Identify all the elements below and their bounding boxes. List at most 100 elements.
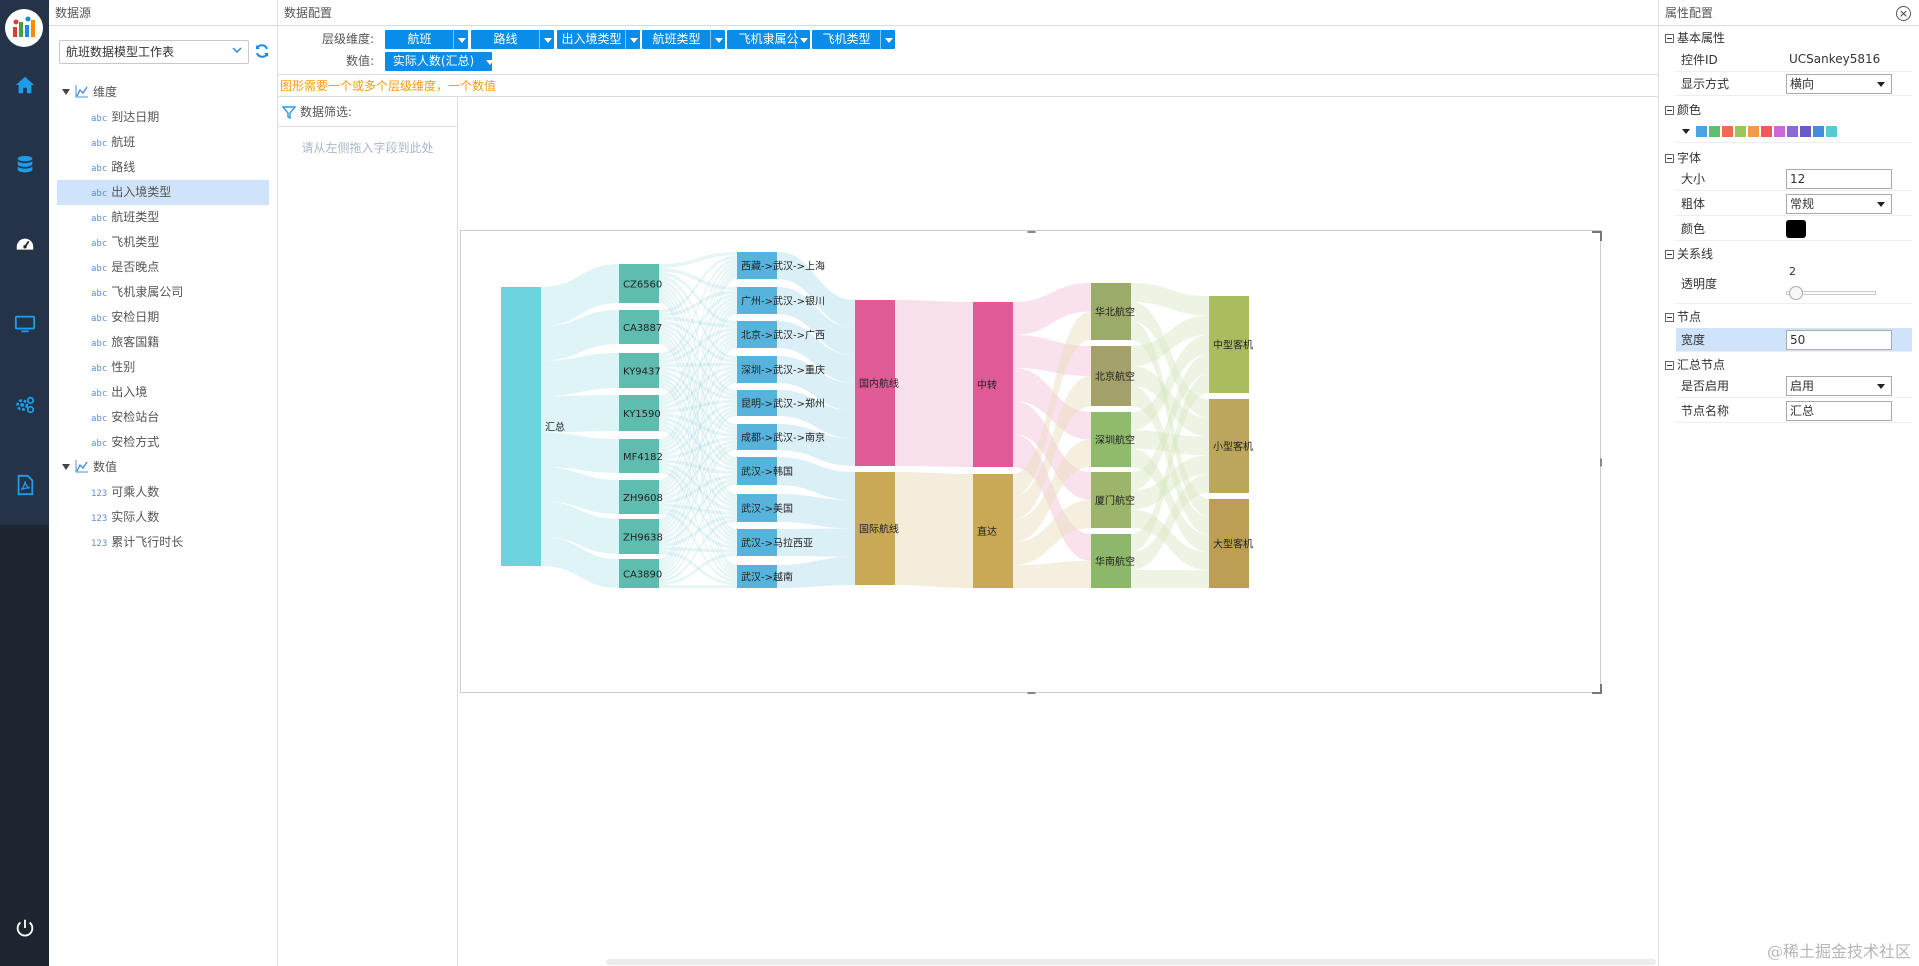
sankey-link[interactable] xyxy=(659,474,737,504)
sankey-link[interactable] xyxy=(1131,321,1209,517)
dim-chip[interactable]: 飞机隶属公司 xyxy=(727,30,810,65)
sankey-link[interactable] xyxy=(659,291,737,498)
sankey-link[interactable] xyxy=(659,369,737,453)
dim-chip[interactable]: 路线 xyxy=(471,30,554,49)
sankey-link[interactable] xyxy=(659,262,737,399)
tree-field[interactable]: abc 飞机类型 xyxy=(57,230,269,255)
sankey-node[interactable] xyxy=(619,353,659,388)
resize-handle[interactable] xyxy=(1600,458,1602,467)
tree-field[interactable]: abc 安检日期 xyxy=(57,305,269,330)
sankey-link[interactable] xyxy=(659,267,737,291)
sankey-link[interactable] xyxy=(659,303,737,487)
dim-chip[interactable]: 航班类型 xyxy=(642,30,725,49)
sankey-link[interactable] xyxy=(659,409,737,537)
filter-drop-hint[interactable]: 请从左侧拖入字段到此处 xyxy=(301,141,434,155)
sankey-node[interactable] xyxy=(737,287,777,314)
display-select[interactable]: 横向 xyxy=(1786,74,1892,94)
sankey-link[interactable] xyxy=(541,536,619,588)
sankey-link[interactable] xyxy=(659,258,737,357)
tree-field[interactable]: 123 实际人数 xyxy=(57,505,269,530)
sankey-link[interactable] xyxy=(1131,302,1209,418)
sankey-link[interactable] xyxy=(659,366,737,410)
sankey-link[interactable] xyxy=(659,585,737,588)
sankey-link[interactable] xyxy=(541,395,619,433)
sankey-node[interactable] xyxy=(737,457,777,485)
sankey-link[interactable] xyxy=(659,334,737,450)
sankey-node[interactable] xyxy=(619,519,659,554)
value-chip[interactable]: 实际人数(汇总) xyxy=(385,52,494,71)
sankey-link[interactable] xyxy=(659,459,737,475)
close-icon[interactable]: × xyxy=(1896,6,1911,21)
sankey-link[interactable] xyxy=(659,265,737,443)
palette-swatch[interactable] xyxy=(1826,126,1837,137)
sankey-link[interactable] xyxy=(659,469,737,580)
sankey-link[interactable] xyxy=(659,437,737,460)
sankey-link[interactable] xyxy=(777,494,855,529)
sankey-link[interactable] xyxy=(1131,283,1209,316)
sankey-node[interactable] xyxy=(737,565,777,588)
opacity-slider-track[interactable] xyxy=(1786,291,1876,295)
dim-chip-dropdown-icon[interactable] xyxy=(539,30,554,49)
sankey-link[interactable] xyxy=(659,379,737,571)
sankey-node[interactable] xyxy=(855,300,895,466)
sankey-link[interactable] xyxy=(659,377,737,505)
dim-chip[interactable]: 飞机类型 xyxy=(812,30,895,49)
sankey-link[interactable] xyxy=(659,344,737,568)
sankey-link[interactable] xyxy=(659,362,737,367)
sankey-link[interactable] xyxy=(659,293,737,360)
sankey-node[interactable] xyxy=(619,264,659,303)
value-chip-dropdown-icon[interactable] xyxy=(482,52,494,71)
refresh-icon[interactable] xyxy=(254,43,270,59)
sankey-link[interactable] xyxy=(1131,448,1209,553)
tree-field[interactable]: abc 路线 xyxy=(57,155,269,180)
sankey-link[interactable] xyxy=(659,403,737,456)
sankey-link[interactable] xyxy=(659,376,737,533)
sankey-node[interactable] xyxy=(1209,399,1249,493)
tree-field[interactable]: abc 航班 xyxy=(57,130,269,155)
sankey-link[interactable] xyxy=(659,518,737,583)
palette-swatch[interactable] xyxy=(1774,126,1785,137)
sankey-node[interactable] xyxy=(737,390,777,416)
resize-handle[interactable] xyxy=(1027,231,1036,233)
sankey-link[interactable] xyxy=(659,323,737,397)
sankey-link[interactable] xyxy=(659,268,737,484)
palette-swatch[interactable] xyxy=(1800,126,1811,137)
sankey-chart-frame[interactable]: 汇总 CZ6560 CA3887 KY9437 KY1590 MF4182 ZH9608 ZH… xyxy=(460,230,1602,694)
sankey-link[interactable] xyxy=(541,432,619,473)
palette-dropdown-icon[interactable] xyxy=(1682,129,1690,134)
sankey-link[interactable] xyxy=(659,272,737,523)
tree-field[interactable]: abc 旅客国籍 xyxy=(57,330,269,355)
expand-icon[interactable] xyxy=(62,89,70,95)
sankey-link[interactable] xyxy=(1013,500,1091,566)
tree-group[interactable]: 维度 xyxy=(57,80,269,105)
sankey-node[interactable] xyxy=(737,424,777,450)
section-basic[interactable]: 基本属性 xyxy=(1665,29,1725,47)
palette-swatch[interactable] xyxy=(1709,126,1720,137)
sankey-node[interactable] xyxy=(737,252,777,279)
sankey-link[interactable] xyxy=(1131,509,1209,571)
sankey-link[interactable] xyxy=(777,457,855,501)
sankey-link[interactable] xyxy=(659,310,737,565)
sankey-link[interactable] xyxy=(777,252,855,328)
palette-swatch[interactable] xyxy=(1735,126,1746,137)
sankey-link[interactable] xyxy=(659,374,737,468)
horizontal-scrollbar[interactable] xyxy=(606,959,1656,965)
nav-dashboard[interactable] xyxy=(0,225,49,265)
sankey-link[interactable] xyxy=(1013,439,1091,543)
tree-field[interactable]: abc 安检方式 xyxy=(57,430,269,455)
expand-icon[interactable] xyxy=(62,464,70,470)
sankey-link[interactable] xyxy=(1131,570,1209,588)
nav-power[interactable] xyxy=(0,908,49,948)
bold-select[interactable]: 常规 xyxy=(1786,194,1892,214)
corner-handle[interactable] xyxy=(1592,684,1602,694)
sankey-link[interactable] xyxy=(1131,373,1209,552)
section-node[interactable]: 节点 xyxy=(1665,308,1701,326)
tree-field[interactable]: 123 累计飞行时长 xyxy=(57,530,269,555)
sankey-node[interactable] xyxy=(1091,412,1131,467)
sankey-node[interactable] xyxy=(501,287,541,566)
sankey-link[interactable] xyxy=(659,255,737,314)
node-name-input[interactable]: 汇总 xyxy=(1786,401,1892,421)
palette-swatch[interactable] xyxy=(1748,126,1759,137)
sankey-link[interactable] xyxy=(659,316,737,328)
sankey-link[interactable] xyxy=(1013,283,1091,335)
